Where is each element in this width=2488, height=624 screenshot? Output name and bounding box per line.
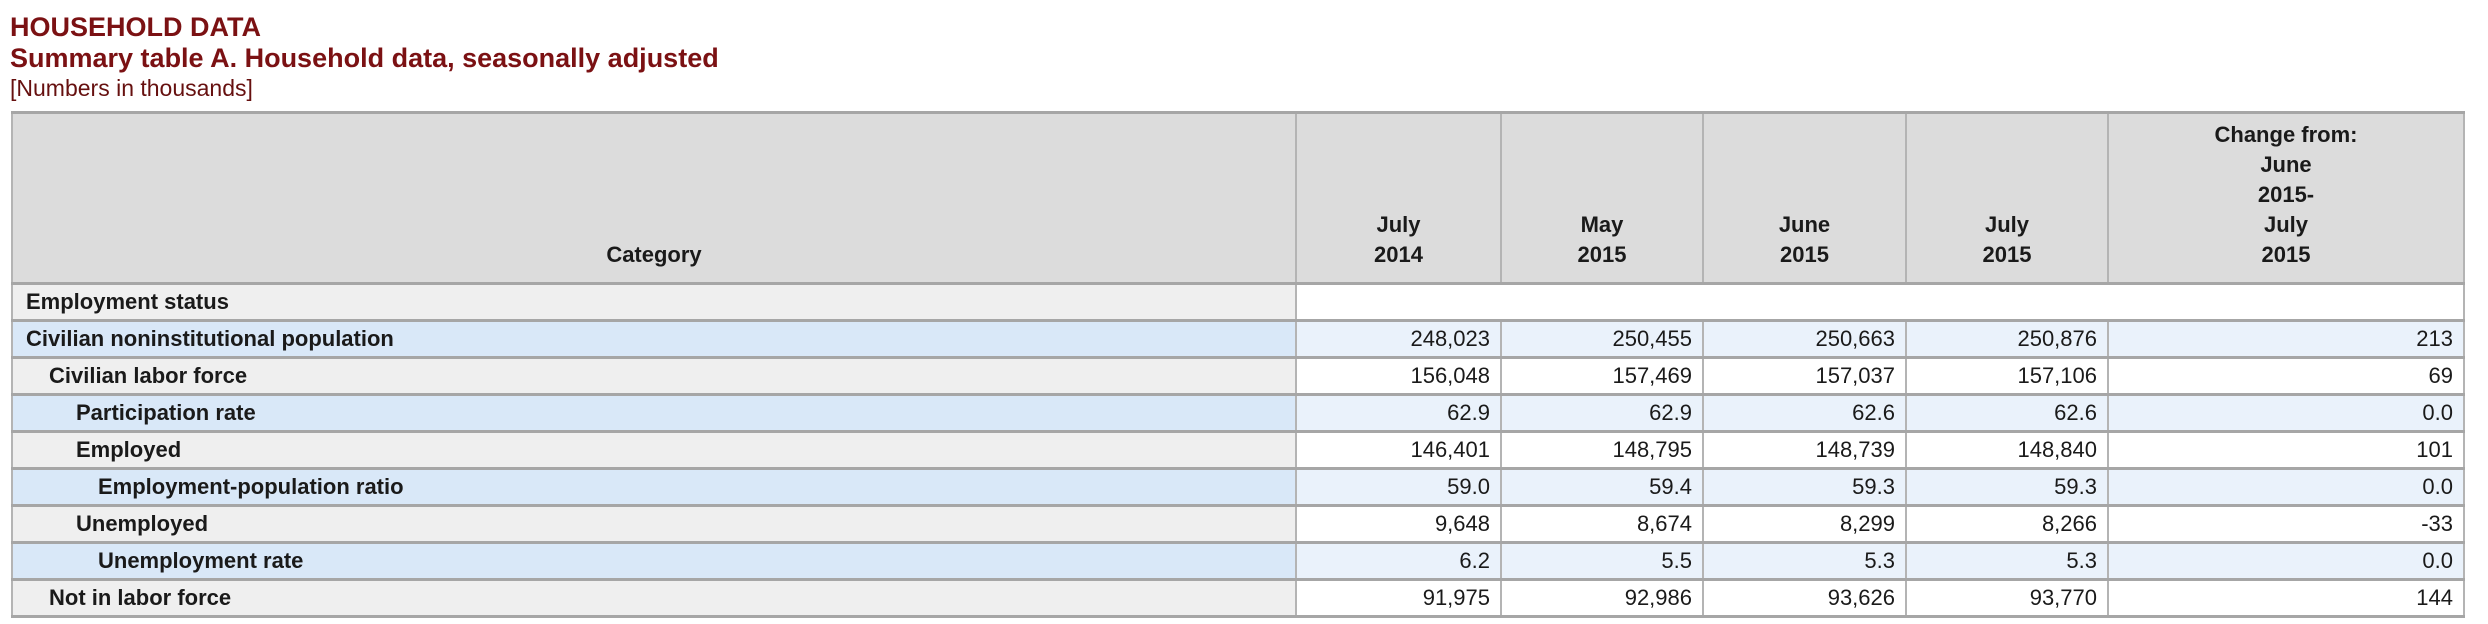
- table-row-civilian-labor-force: Civilian labor force 156,048 157,469 157…: [11, 356, 2465, 396]
- cell-value: 62.9: [1295, 393, 1502, 433]
- column-header-category: Category: [11, 111, 1297, 285]
- cell-value: 157,106: [1905, 356, 2109, 396]
- cell-value: 59.3: [1905, 467, 2109, 507]
- column-header-change-june-july-2015: Change from: June 2015- July 2015: [2107, 111, 2465, 285]
- cell-value: 8,299: [1702, 504, 1907, 544]
- header-row: Category July 2014 May 2015 June 2015 Ju…: [11, 111, 2465, 285]
- empty-section-cell: [1295, 282, 2465, 322]
- column-header-june-2015: June 2015: [1702, 111, 1907, 285]
- column-header-july-2015: July 2015: [1905, 111, 2109, 285]
- cell-value: 213: [2107, 319, 2465, 359]
- cell-value: 62.6: [1702, 393, 1907, 433]
- cell-value: 69: [2107, 356, 2465, 396]
- section-row-employment-status: Employment status: [11, 282, 2465, 322]
- cell-value: 59.4: [1500, 467, 1704, 507]
- cell-value: 93,626: [1702, 578, 1907, 618]
- cell-value: 157,469: [1500, 356, 1704, 396]
- cell-value: 148,795: [1500, 430, 1704, 470]
- cell-value: 9,648: [1295, 504, 1502, 544]
- cell-value: 156,048: [1295, 356, 1502, 396]
- column-header-may-2015: May 2015: [1500, 111, 1704, 285]
- cell-value: 148,739: [1702, 430, 1907, 470]
- table-row-unemployed: Unemployed 9,648 8,674 8,299 8,266 -33: [11, 504, 2465, 544]
- cell-value: 5.3: [1702, 541, 1907, 581]
- cell-value: 250,455: [1500, 319, 1704, 359]
- cell-value: 144: [2107, 578, 2465, 618]
- cell-value: 0.0: [2107, 393, 2465, 433]
- table-row-employed: Employed 146,401 148,795 148,739 148,840…: [11, 430, 2465, 470]
- row-label: Employment-population ratio: [11, 467, 1297, 507]
- table-row-not-in-labor-force: Not in labor force 91,975 92,986 93,626 …: [11, 578, 2465, 618]
- row-label: Civilian noninstitutional population: [11, 319, 1297, 359]
- table-row-participation-rate: Participation rate 62.9 62.9 62.6 62.6 0…: [11, 393, 2465, 433]
- cell-value: 5.5: [1500, 541, 1704, 581]
- cell-value: 62.6: [1905, 393, 2109, 433]
- row-label: Unemployment rate: [11, 541, 1297, 581]
- page-subtitle: Summary table A. Household data, seasona…: [10, 43, 719, 73]
- cell-value: 157,037: [1702, 356, 1907, 396]
- cell-value: 0.0: [2107, 467, 2465, 507]
- title-block: HOUSEHOLD DATA Summary table A. Househol…: [0, 0, 2488, 102]
- cell-value: 250,876: [1905, 319, 2109, 359]
- units-note: [Numbers in thousands]: [10, 75, 253, 101]
- page-title: HOUSEHOLD DATA: [10, 12, 261, 42]
- cell-value: 8,674: [1500, 504, 1704, 544]
- column-header-july-2014: July 2014: [1295, 111, 1502, 285]
- section-label: Employment status: [11, 282, 1297, 322]
- cell-value: 91,975: [1295, 578, 1502, 618]
- cell-value: 6.2: [1295, 541, 1502, 581]
- cell-value: 101: [2107, 430, 2465, 470]
- cell-value: 92,986: [1500, 578, 1704, 618]
- table-row-unemployment-rate: Unemployment rate 6.2 5.5 5.3 5.3 0.0: [11, 541, 2465, 581]
- cell-value: 146,401: [1295, 430, 1502, 470]
- cell-value: 59.3: [1702, 467, 1907, 507]
- row-label: Unemployed: [11, 504, 1297, 544]
- cell-value: 248,023: [1295, 319, 1502, 359]
- cell-value: 93,770: [1905, 578, 2109, 618]
- cell-value: 0.0: [2107, 541, 2465, 581]
- cell-value: -33: [2107, 504, 2465, 544]
- household-data-table: Category July 2014 May 2015 June 2015 Ju…: [11, 111, 2465, 618]
- table-row-employment-population-ratio: Employment-population ratio 59.0 59.4 59…: [11, 467, 2465, 507]
- cell-value: 59.0: [1295, 467, 1502, 507]
- cell-value: 62.9: [1500, 393, 1704, 433]
- cell-value: 250,663: [1702, 319, 1907, 359]
- cell-value: 8,266: [1905, 504, 2109, 544]
- row-label: Civilian labor force: [11, 356, 1297, 396]
- row-label: Employed: [11, 430, 1297, 470]
- cell-value: 5.3: [1905, 541, 2109, 581]
- row-label: Participation rate: [11, 393, 1297, 433]
- cell-value: 148,840: [1905, 430, 2109, 470]
- table-row-civilian-noninstitutional-population: Civilian noninstitutional population 248…: [11, 319, 2465, 359]
- row-label: Not in labor force: [11, 578, 1297, 618]
